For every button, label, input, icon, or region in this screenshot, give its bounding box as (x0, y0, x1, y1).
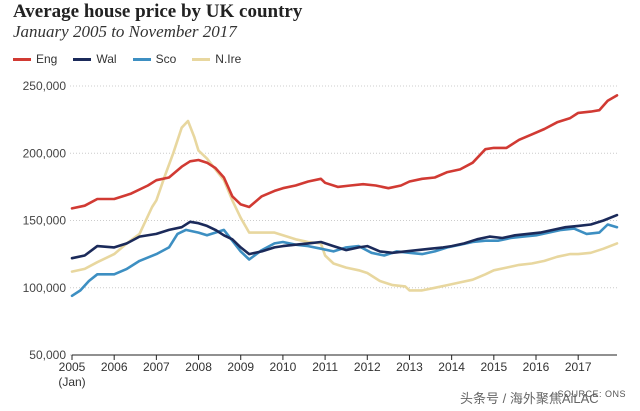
x-tick-label: 2009 (227, 360, 254, 374)
x-tick-label: 2015 (480, 360, 507, 374)
x-tick-label: 2014 (438, 360, 465, 374)
chart-subtitle: January 2005 to November 2017 (13, 22, 237, 41)
legend-swatch-sco (132, 57, 151, 61)
x-tick-label: 2010 (270, 360, 297, 374)
x-tick-label: 2011 (312, 360, 338, 374)
x-tick-label: 2012 (354, 360, 381, 374)
x-tick-label: 2008 (185, 360, 212, 374)
series-line-sco (70, 223, 619, 298)
legend-item-sco: Sco (132, 52, 177, 66)
series-line-eng (70, 94, 619, 210)
legend-label-sco: Sco (155, 52, 177, 66)
x-tick-label: 2006 (101, 360, 128, 374)
legend-label-wal: Wal (96, 52, 117, 66)
y-tick-label: 200,000 (23, 146, 67, 160)
y-tick-label: 150,000 (23, 214, 67, 228)
x-tick-sublabel: (Jan) (58, 375, 85, 389)
legend-swatch-nire (192, 57, 211, 61)
series-line-wal (70, 213, 619, 260)
series-line-nire (70, 119, 619, 292)
chart-title: Average house price by UK country (13, 1, 303, 22)
legend-item-wal: Wal (73, 52, 117, 66)
x-tick-label: 2007 (143, 360, 170, 374)
legend-swatch-wal (73, 57, 92, 61)
y-tick-label: 250,000 (23, 79, 67, 93)
y-tick-label: 100,000 (23, 281, 67, 295)
legend-label-nire: N.Ire (215, 52, 242, 66)
x-tick-label: 2016 (523, 360, 550, 374)
legend-item-nire: N.Ire (192, 52, 241, 66)
x-tick-label: 2013 (396, 360, 423, 374)
x-tick-label: 2005 (59, 360, 86, 374)
legend-item-eng: Eng (13, 52, 57, 66)
watermark: 头条号 / 海外聚焦AiLAC (460, 391, 599, 406)
y-tick-label: 50,000 (29, 348, 66, 362)
x-tick-label: 2017 (565, 360, 592, 374)
legend-swatch-eng (13, 57, 31, 61)
source-note: SOURCE: ONS (557, 389, 626, 399)
legend-label-eng: Eng (36, 52, 58, 66)
chart-legend: Eng Wal Sco N.Ire (13, 52, 241, 66)
